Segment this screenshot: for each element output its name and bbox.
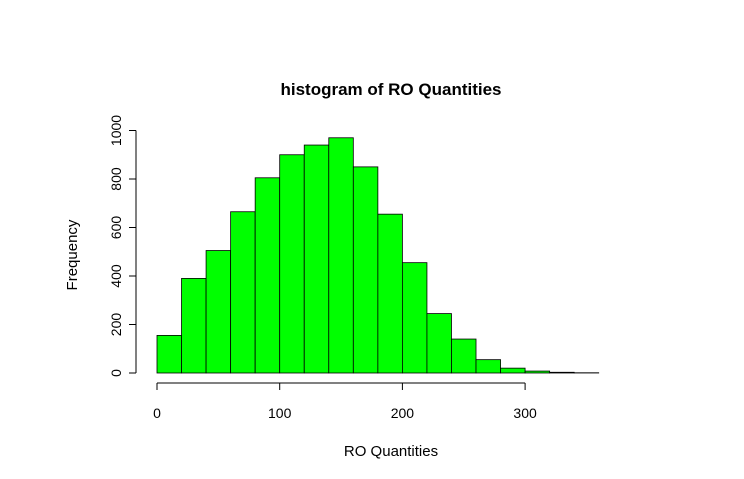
y-tick-label: 200 (108, 313, 124, 337)
histogram-bar (181, 278, 207, 374)
histogram-bar (401, 262, 428, 374)
y-tick-label: 400 (108, 264, 124, 288)
histogram-bar (156, 335, 182, 374)
y-tick-label: 1000 (108, 115, 124, 146)
histogram-bar (524, 370, 551, 374)
histogram-bar (279, 154, 305, 374)
x-tick-label: 300 (513, 405, 537, 421)
x-tick-label: 200 (391, 405, 415, 421)
histogram-bar (230, 211, 256, 374)
y-tick-label: 0 (108, 369, 124, 377)
y-axis-label: Frequency (64, 219, 81, 290)
histogram-bar (205, 250, 232, 374)
x-axis-label: RO Quantities (344, 443, 438, 460)
y-tick-label: 600 (108, 216, 124, 240)
bars-group (156, 137, 600, 374)
histogram-bar (352, 166, 379, 374)
histogram-bar (549, 371, 575, 374)
y-axis: 0 200 400 600 800 1000 (108, 115, 137, 377)
histogram-bar (426, 313, 452, 374)
histogram-bar (500, 367, 526, 374)
histogram-bar (377, 213, 403, 374)
x-tick-label: 100 (268, 405, 292, 421)
chart-title: histogram of RO Quantities (280, 80, 501, 99)
histogram-bar (328, 137, 354, 374)
histogram-bar (303, 144, 330, 374)
x-axis: 0 100 200 300 (153, 382, 537, 421)
histogram-bar (254, 177, 281, 374)
histogram-bar (451, 338, 477, 374)
x-tick-label: 0 (153, 405, 161, 421)
histogram-bar (475, 359, 501, 374)
y-tick-label: 800 (108, 167, 124, 191)
